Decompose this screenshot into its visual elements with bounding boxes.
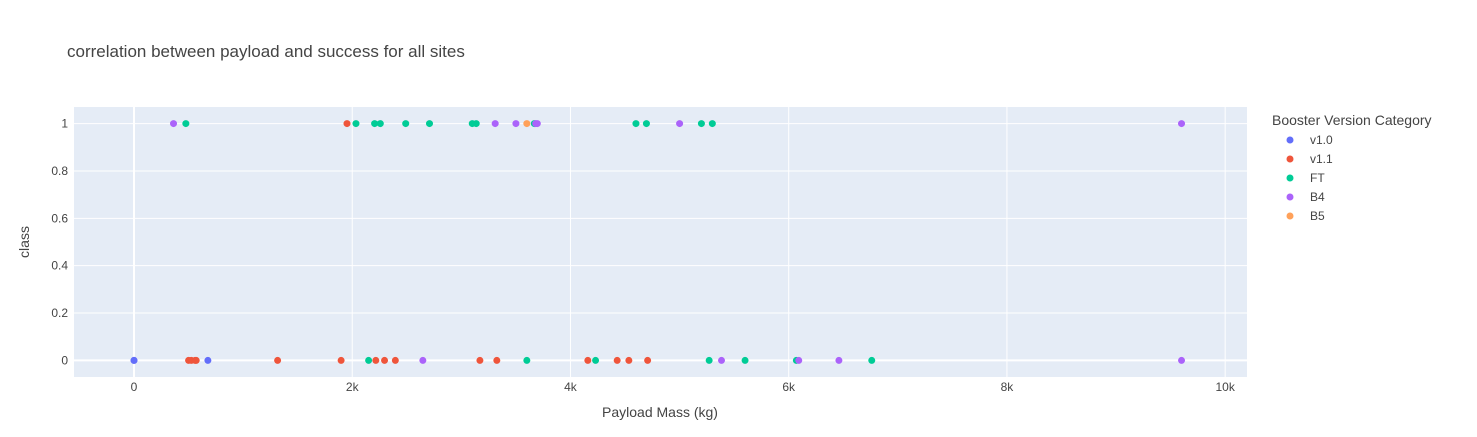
x-tick-label: 6k: [782, 380, 796, 394]
data-point: [182, 120, 190, 128]
y-tick-label: 0.2: [51, 306, 68, 320]
data-point: [584, 356, 592, 364]
y-tick-labels: 0 0.2 0.4 0.6 0.8 1: [51, 117, 68, 368]
data-point: [472, 120, 480, 128]
legend-title: Booster Version Category: [1272, 112, 1432, 128]
plot-area: [74, 107, 1247, 377]
data-point: [835, 356, 843, 364]
data-point: [697, 120, 705, 128]
legend: Booster Version Category v1.0 v1.1 FT B4 B5: [1272, 112, 1432, 223]
data-point: [741, 356, 749, 364]
legend-item-label: B5: [1310, 209, 1325, 223]
x-axis-title: Payload Mass (kg): [602, 404, 718, 420]
data-point: [613, 356, 621, 364]
y-axis-title: class: [16, 226, 32, 258]
x-tick-label: 4k: [564, 380, 578, 394]
data-point: [642, 120, 650, 128]
data-point: [426, 120, 434, 128]
data-point: [625, 356, 633, 364]
data-point: [795, 356, 803, 364]
grid-lines: [74, 107, 1247, 377]
data-point: [1178, 356, 1186, 364]
data-point: [644, 356, 652, 364]
legend-item-label: v1.1: [1310, 152, 1333, 166]
data-point: [192, 356, 200, 364]
data-point: [868, 356, 876, 364]
data-point: [204, 356, 212, 364]
y-tick-label: 0: [61, 353, 68, 367]
data-point: [708, 120, 716, 128]
data-point: [676, 120, 684, 128]
data-points: [130, 120, 1186, 364]
data-point: [512, 120, 520, 128]
series-v1-1: [185, 120, 652, 364]
data-point: [402, 120, 410, 128]
data-point: [419, 356, 427, 364]
data-point: [493, 356, 501, 364]
data-point: [343, 120, 351, 128]
series-v1-0: [130, 356, 212, 364]
chart-title: correlation between payload and success …: [67, 42, 465, 61]
data-point: [523, 120, 531, 128]
data-point: [476, 356, 484, 364]
data-point: [352, 120, 360, 128]
y-tick-label: 0.4: [51, 259, 68, 273]
data-point: [391, 356, 399, 364]
data-point: [130, 356, 138, 364]
legend-item-label: B4: [1310, 190, 1325, 204]
data-point: [371, 120, 379, 128]
data-point: [592, 356, 600, 364]
data-point: [337, 356, 345, 364]
x-tick-label: 10k: [1215, 380, 1235, 394]
data-point: [365, 356, 373, 364]
legend-marker: [1286, 155, 1294, 163]
data-point: [523, 356, 531, 364]
data-point: [717, 356, 725, 364]
data-point: [170, 120, 178, 128]
legend-marker: [1286, 174, 1294, 182]
y-tick-label: 0.8: [51, 164, 68, 178]
legend-marker: [1286, 193, 1294, 201]
data-point: [274, 356, 282, 364]
y-tick-label: 0.6: [51, 211, 68, 225]
x-tick-label: 8k: [1001, 380, 1015, 394]
x-tick-label: 0: [131, 380, 138, 394]
data-point: [381, 356, 389, 364]
data-point: [632, 120, 640, 128]
legend-marker: [1286, 136, 1294, 144]
data-point: [705, 356, 713, 364]
legend-item-label: FT: [1310, 171, 1325, 185]
legend-marker: [1286, 212, 1294, 220]
x-tick-labels: 0 2k 4k 6k 8k 10k: [131, 380, 1236, 394]
data-point: [1178, 120, 1186, 128]
series-b5: [523, 120, 531, 128]
x-tick-label: 2k: [346, 380, 360, 394]
series-b4: [170, 120, 1186, 364]
y-tick-label: 1: [61, 117, 68, 131]
legend-item-label: v1.0: [1310, 133, 1333, 147]
data-point: [376, 120, 384, 128]
data-point: [533, 120, 541, 128]
data-point: [372, 356, 380, 364]
data-point: [491, 120, 499, 128]
